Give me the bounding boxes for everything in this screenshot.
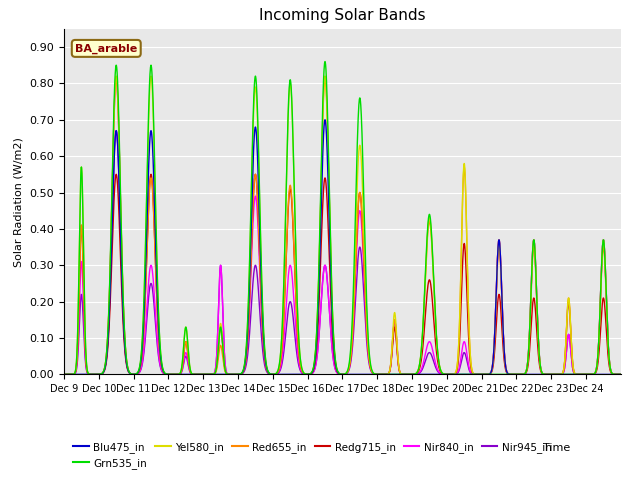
Yel580_in	[617, 372, 625, 377]
Redg715_in	[499, 337, 506, 343]
Grn535_in	[174, 372, 182, 377]
Nir945_in	[113, 128, 120, 133]
Title: Incoming Solar Bands: Incoming Solar Bands	[259, 9, 426, 24]
Nir945_in	[60, 372, 68, 377]
Text: BA_arable: BA_arable	[75, 43, 138, 54]
Nir945_in	[463, 358, 471, 364]
Blu475_in	[414, 372, 422, 377]
Grn535_in	[617, 372, 625, 377]
Yel580_in	[463, 249, 471, 255]
Yel580_in	[499, 313, 506, 319]
Nir945_in	[617, 372, 625, 377]
Redg715_in	[617, 372, 625, 377]
Red655_in	[611, 372, 619, 377]
Line: Nir945_in: Nir945_in	[64, 131, 621, 374]
Red655_in	[617, 372, 625, 377]
Redg715_in	[113, 171, 120, 177]
Nir840_in	[463, 352, 471, 358]
Grn535_in	[414, 368, 422, 374]
Line: Redg715_in: Redg715_in	[64, 174, 621, 374]
Red655_in	[414, 368, 422, 373]
Nir945_in	[499, 309, 506, 314]
Blu475_in	[463, 372, 471, 377]
Redg715_in	[414, 369, 422, 375]
Nir840_in	[174, 372, 182, 377]
Red655_in	[463, 252, 471, 257]
Blu475_in	[532, 372, 540, 377]
Blu475_in	[174, 372, 182, 377]
Redg715_in	[611, 372, 619, 377]
Grn535_in	[60, 372, 68, 377]
Grn535_in	[499, 372, 506, 377]
Line: Blu475_in: Blu475_in	[64, 120, 621, 374]
Redg715_in	[532, 316, 540, 322]
Blu475_in	[611, 372, 619, 377]
Blu475_in	[603, 372, 611, 377]
Nir840_in	[499, 313, 506, 319]
Grn535_in	[463, 372, 471, 377]
Nir840_in	[414, 371, 422, 376]
Nir840_in	[611, 372, 619, 377]
Nir945_in	[611, 372, 618, 377]
Line: Yel580_in: Yel580_in	[64, 76, 621, 374]
Nir945_in	[532, 269, 540, 275]
Yel580_in	[174, 372, 182, 377]
Nir840_in	[113, 77, 120, 83]
Red655_in	[174, 372, 182, 377]
Red655_in	[113, 77, 120, 83]
Text: Time: Time	[543, 443, 570, 453]
Yel580_in	[611, 372, 619, 377]
Redg715_in	[60, 372, 68, 377]
Nir945_in	[174, 372, 182, 377]
Yel580_in	[60, 372, 68, 377]
Nir840_in	[199, 372, 207, 377]
Red655_in	[60, 372, 68, 377]
Grn535_in	[321, 59, 329, 64]
Nir945_in	[414, 371, 422, 377]
Blu475_in	[499, 309, 506, 314]
Line: Red655_in: Red655_in	[64, 80, 621, 374]
Yel580_in	[113, 73, 120, 79]
Yel580_in	[414, 368, 422, 373]
Grn535_in	[611, 372, 619, 377]
Blu475_in	[617, 372, 625, 377]
Yel580_in	[532, 274, 540, 280]
Blu475_in	[321, 117, 329, 123]
Red655_in	[532, 279, 540, 285]
Yel580_in	[200, 372, 207, 377]
Redg715_in	[199, 372, 207, 377]
Line: Grn535_in: Grn535_in	[64, 61, 621, 374]
Blu475_in	[60, 372, 68, 377]
Y-axis label: Solar Radiation (W/m2): Solar Radiation (W/m2)	[14, 137, 24, 266]
Nir840_in	[617, 372, 625, 377]
Legend: Blu475_in, Grn535_in, Yel580_in, Red655_in, Redg715_in, Nir840_in, Nir945_in: Blu475_in, Grn535_in, Yel580_in, Red655_…	[69, 437, 556, 473]
Nir840_in	[60, 372, 68, 377]
Grn535_in	[488, 372, 496, 377]
Line: Nir840_in: Nir840_in	[64, 80, 621, 374]
Red655_in	[499, 317, 506, 323]
Grn535_in	[532, 274, 540, 280]
Redg715_in	[463, 296, 471, 301]
Redg715_in	[174, 372, 182, 377]
Red655_in	[200, 372, 207, 377]
Nir840_in	[532, 274, 540, 280]
